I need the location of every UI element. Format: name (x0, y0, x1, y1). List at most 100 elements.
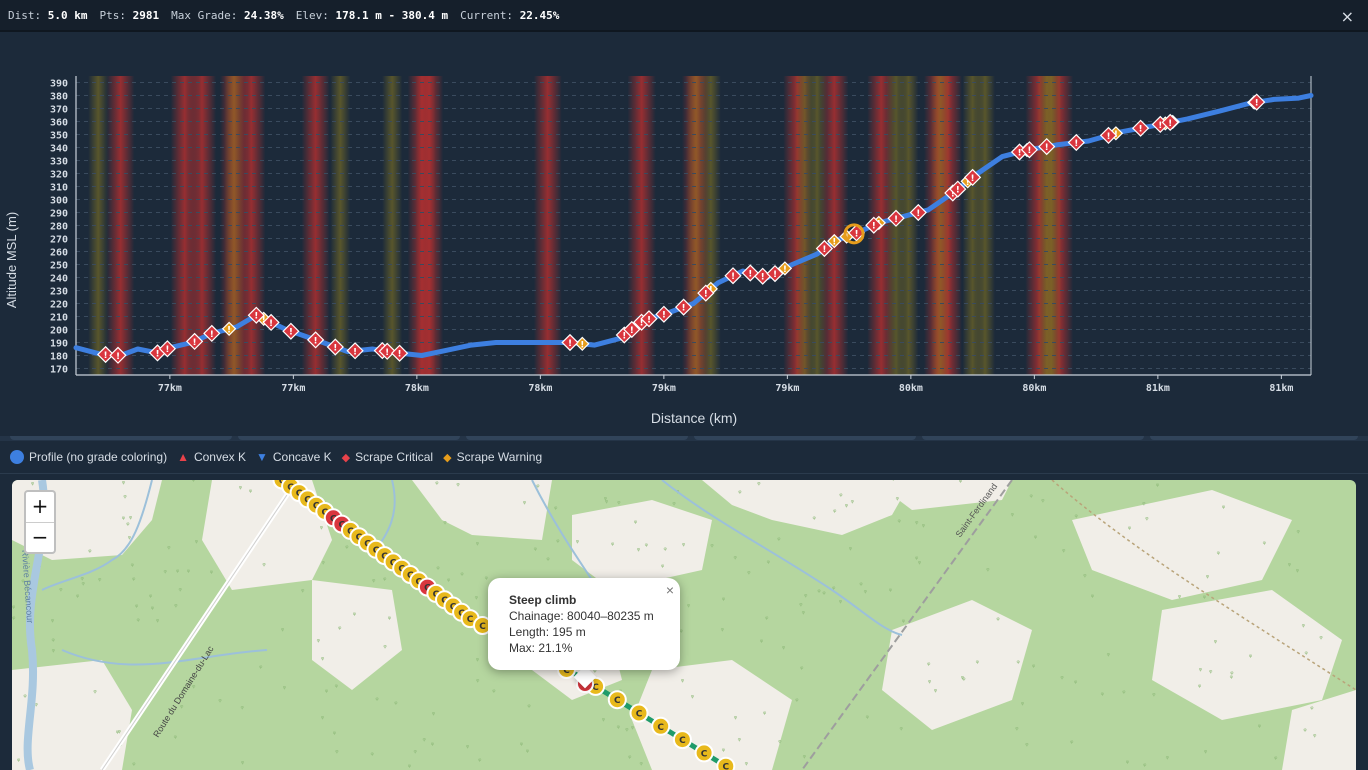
scrape-warning-marker[interactable]: ! (827, 233, 842, 249)
tree-icon: ᵠ (738, 488, 742, 497)
scrape-critical-marker[interactable]: ! (262, 313, 280, 332)
scrape-warning-marker[interactable]: ! (221, 321, 237, 337)
scrape-critical-marker[interactable]: ! (1161, 113, 1179, 132)
scrape-critical-marker[interactable]: ! (247, 306, 265, 324)
scrape-critical-marker[interactable]: ! (865, 216, 883, 234)
tree-icon: ᵠ (88, 547, 92, 556)
legend-item-profile[interactable]: Profile (no grade coloring) (10, 450, 167, 464)
scrape-critical-marker[interactable]: ! (674, 298, 693, 316)
elevation-chart-svg[interactable]: 170 180 190 200 210 220 230 240 250 260 270 280 290 3… (0, 34, 1368, 436)
zoom-in-button[interactable]: + (31, 494, 49, 518)
scrape-critical-marker[interactable]: ! (561, 333, 579, 352)
scrape-critical-marker[interactable]: ! (887, 209, 905, 227)
legend-item-scrape-critical[interactable]: ◆ Scrape Critical (342, 450, 434, 464)
tree-icon: ᵠ (116, 729, 120, 738)
tree-icon: ᵠ (520, 741, 524, 750)
popup-close-icon[interactable]: × (665, 582, 674, 598)
svg-text:!: ! (971, 174, 975, 184)
route-marker[interactable]: C (694, 743, 714, 763)
scrape-critical-marker[interactable]: ! (185, 332, 204, 351)
y-tick-label: 270 (50, 235, 68, 246)
tree-icon: ᵠ (839, 491, 843, 500)
route-marker[interactable]: C (716, 756, 736, 770)
scrape-critical-marker[interactable]: ! (346, 342, 364, 360)
svg-text:C: C (433, 590, 440, 600)
scrape-critical-marker[interactable]: ! (640, 310, 658, 328)
scrape-critical-marker[interactable]: ! (754, 267, 772, 285)
tree-icon: ᵠ (915, 554, 919, 563)
scrape-critical-marker[interactable]: ! (1020, 141, 1039, 159)
scrape-critical-marker[interactable]: ! (1038, 137, 1056, 156)
svg-text:C: C (347, 527, 354, 537)
grade-bands (88, 76, 1074, 375)
scrape-warning-marker[interactable]: ! (777, 261, 793, 276)
scrape-critical-marker[interactable]: ! (623, 320, 641, 339)
scrape-critical-marker[interactable]: ! (96, 345, 115, 364)
selected-marker-ring (843, 223, 865, 245)
route-map[interactable]: ᵠ ᵠ ᵠ ᵠ ᵠ ᵠ ᵠ ᵠ ᵠ ᵠ ᵠ ᵠ ᵠ ᵠ ᵠ ᵠ ᵠ ᵠ ᵠ ᵠ ᵠ ᵠ ᵠ ᵠ ᵠ ᵠ ᵠ ᵠ ᵠ ᵠ ᵠ ᵠ ᵠ ᵠ ᵠ ᵠ ᵠ ᵠ ᵠ ᵠ… (12, 480, 1356, 770)
map-tiles[interactable]: ᵠ ᵠ ᵠ ᵠ ᵠ ᵠ ᵠ ᵠ ᵠ ᵠ ᵠ ᵠ ᵠ ᵠ ᵠ ᵠ ᵠ ᵠ ᵠ ᵠ ᵠ ᵠ ᵠ ᵠ ᵠ ᵠ ᵠ ᵠ ᵠ ᵠ ᵠ ᵠ ᵠ ᵠ ᵠ ᵠ ᵠ ᵠ ᵠ ᵠ… (12, 480, 1356, 770)
tree-icon: ᵠ (1209, 668, 1213, 677)
tree-icon: ᵠ (383, 575, 387, 584)
tree-icon: ᵠ (1032, 662, 1036, 671)
tree-icon: ᵠ (1083, 572, 1087, 581)
legend-item-scrape-warning[interactable]: ◆ Scrape Warning (443, 450, 542, 464)
scrape-critical-marker[interactable]: ! (766, 264, 784, 283)
tree-icon: ᵠ (370, 750, 374, 759)
route-marker[interactable]: C (672, 730, 692, 750)
diamond-icon: ◆ (443, 451, 452, 464)
tree-icon: ᵠ (281, 626, 285, 635)
svg-text:C: C (373, 546, 380, 556)
svg-text:C: C (636, 710, 643, 720)
tree-icon: ᵠ (436, 564, 440, 573)
tree-icon: ᵠ (928, 678, 932, 687)
scrape-critical-marker[interactable]: ! (1067, 133, 1085, 152)
svg-text:!: ! (254, 312, 258, 322)
scrape-critical-marker[interactable]: ! (655, 305, 673, 323)
zoom-out-button[interactable]: − (26, 522, 54, 552)
scrape-critical-marker[interactable]: ! (109, 346, 127, 364)
elevation-chart[interactable]: 170 180 190 200 210 220 230 240 250 260 270 280 290 3… (0, 34, 1368, 436)
svg-text:C: C (441, 596, 448, 606)
tree-icon: ᵠ (986, 566, 990, 575)
panel-tab (1150, 436, 1358, 440)
scrape-critical-marker[interactable]: ! (306, 331, 325, 349)
tree-icon: ᵠ (93, 688, 97, 697)
scrape-markers[interactable]: !!!!!!!!!!!!!!!!!!!!!!!!!!!!!!!!!!!!!!!!… (96, 93, 1266, 364)
scrape-critical-marker[interactable]: ! (282, 322, 300, 340)
scrape-warning-marker[interactable]: ! (575, 336, 590, 352)
route-marker[interactable]: C (651, 716, 671, 736)
legend-item-concave-k[interactable]: ▼ Concave K (256, 450, 332, 464)
scrape-critical-marker[interactable]: ! (390, 344, 409, 362)
tree-icon: ᵠ (317, 637, 321, 646)
tree-icon: ᵠ (866, 714, 870, 723)
tree-icon: ᵠ (1030, 492, 1034, 501)
tree-icon: ᵠ (476, 656, 480, 665)
scrape-critical-marker[interactable]: ! (741, 264, 759, 282)
tree-icon: ᵠ (851, 498, 855, 507)
popup-title: Steep climb (509, 593, 577, 607)
scrape-critical-marker[interactable]: ! (1099, 126, 1118, 145)
triangle-down-icon: ▼ (256, 450, 268, 464)
scrape-critical-marker[interactable]: ! (949, 180, 967, 198)
scrape-critical-marker[interactable]: ! (724, 267, 742, 285)
scrape-critical-marker[interactable]: ! (326, 338, 344, 356)
scrape-critical-marker[interactable]: ! (203, 324, 221, 343)
close-icon[interactable]: × (1340, 7, 1354, 26)
scrape-critical-marker[interactable]: ! (909, 203, 927, 222)
tree-icon: ᵠ (176, 567, 180, 576)
tree-icon: ᵠ (195, 538, 199, 547)
scrape-critical-marker[interactable]: ! (158, 340, 177, 358)
route-marker[interactable]: C (629, 703, 649, 723)
scrape-critical-marker[interactable]: ! (378, 342, 396, 360)
scrape-critical-marker[interactable]: ! (1248, 93, 1266, 111)
scrape-critical-marker[interactable]: ! (815, 239, 834, 258)
scrape-critical-marker[interactable]: ! (1131, 119, 1150, 137)
tree-icon: ᵠ (1034, 534, 1038, 543)
scrape-critical-marker[interactable]: ! (963, 168, 982, 187)
legend-item-convex-k[interactable]: ▲ Convex K (177, 450, 246, 464)
map-popup: Steep climb Chainage: 80040–80235 m Leng… (488, 578, 680, 670)
scrape-critical-marker[interactable]: ! (697, 284, 715, 302)
route-marker[interactable]: C (607, 690, 627, 710)
svg-text:!: ! (193, 338, 197, 348)
